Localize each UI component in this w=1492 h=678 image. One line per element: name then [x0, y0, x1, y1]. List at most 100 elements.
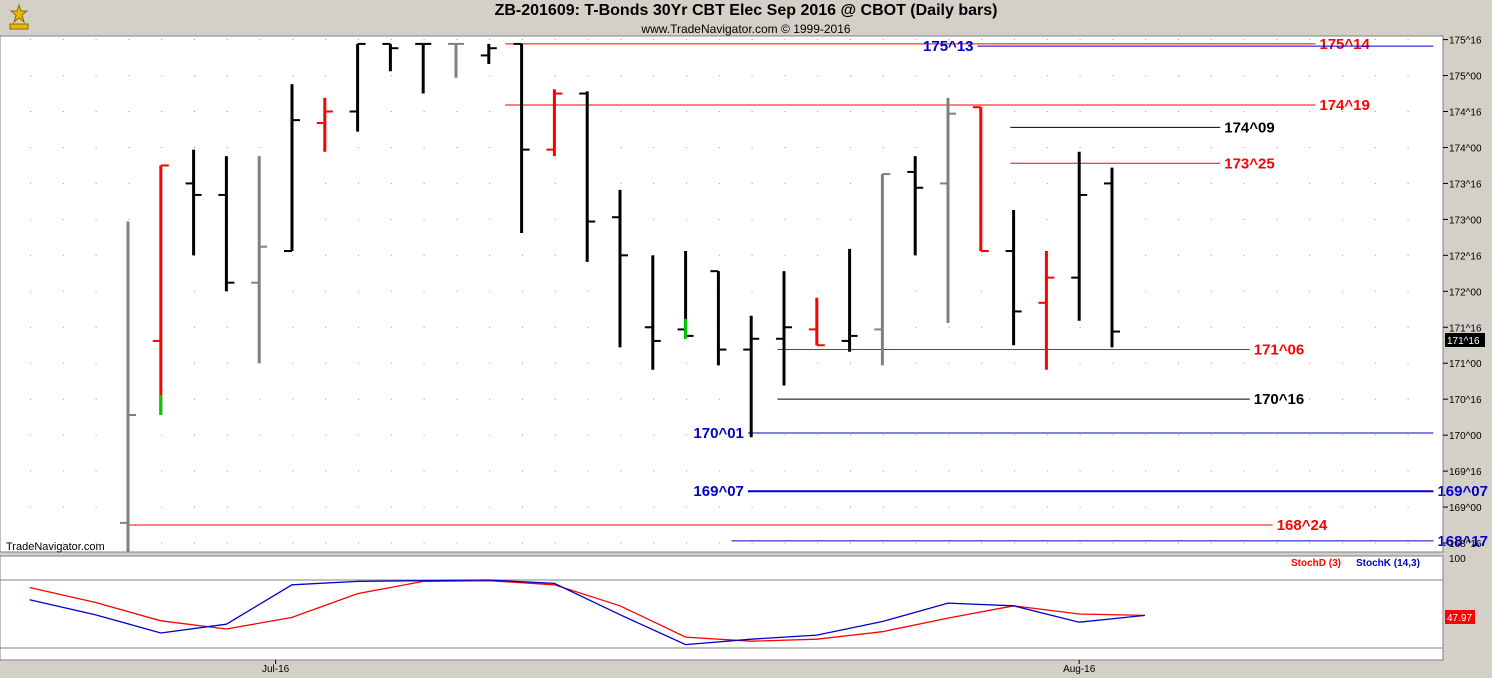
grid-dot: [194, 326, 195, 328]
grid-dot: [1309, 254, 1311, 256]
grid-dot: [1145, 470, 1147, 472]
grid-dot: [1407, 326, 1409, 328]
grid-dot: [686, 218, 687, 220]
grid-dot: [1046, 111, 1048, 112]
grid-dot: [358, 147, 359, 148]
grid-dot: [226, 75, 228, 77]
grid-dot: [850, 218, 851, 220]
ohlc-bar: [349, 42, 366, 132]
grid-dot: [1309, 39, 1311, 41]
grid-dot: [1210, 111, 1212, 112]
grid-dot: [850, 470, 851, 472]
grid-dot: [1342, 218, 1343, 220]
grid-dot: [817, 362, 819, 364]
grid-dot: [1309, 182, 1311, 184]
y-tick-label: 174^16: [1449, 108, 1482, 119]
x-tick-label: Jul-16: [262, 664, 290, 675]
grid-dot: [62, 147, 64, 148]
grid-dot: [981, 75, 983, 77]
grid-dot: [1243, 75, 1245, 77]
grid-dot: [1178, 362, 1179, 364]
grid-dot: [456, 506, 458, 508]
grid-dot: [554, 254, 556, 256]
y-tick-label: 170^00: [1449, 431, 1482, 442]
grid-dot: [1145, 218, 1147, 220]
grid-dot: [1243, 470, 1245, 472]
ohlc-bar: [480, 43, 497, 65]
trade-navigator-logo-icon: [9, 3, 29, 30]
grid-dot: [1210, 326, 1212, 328]
grid-dot: [1276, 362, 1278, 364]
grid-dot: [423, 218, 425, 220]
grid-dot: [1342, 39, 1343, 41]
grid-dot: [1407, 254, 1409, 256]
grid-dot: [1210, 147, 1212, 148]
grid-dot: [1342, 506, 1343, 508]
grid-dot: [686, 75, 687, 77]
grid-dot: [1145, 39, 1147, 41]
grid-dot: [390, 254, 392, 256]
grid-dot: [1342, 362, 1343, 364]
level-label: 170^01: [693, 425, 743, 442]
grid-dot: [1178, 254, 1179, 256]
grid-dot: [292, 326, 294, 328]
ohlc-bar: [677, 251, 694, 339]
grid-dot: [751, 470, 753, 472]
grid-dot: [1112, 111, 1114, 112]
grid-dot: [95, 506, 97, 508]
grid-dot: [1276, 254, 1278, 256]
grid-dot: [1243, 218, 1245, 220]
grid-dot: [1112, 506, 1114, 508]
grid-dot: [1014, 506, 1015, 508]
grid-dot: [620, 506, 622, 508]
grid-dot: [554, 542, 556, 544]
ohlc-bar: [841, 248, 858, 352]
ohlc-bar: [284, 84, 300, 253]
grid-dot: [915, 362, 917, 364]
grid-dot: [226, 111, 228, 112]
grid-dot: [850, 182, 851, 184]
grid-dot: [850, 111, 851, 112]
grid-dot: [554, 182, 556, 184]
grid-dot: [817, 470, 819, 472]
grid-dot: [817, 147, 819, 148]
grid-dot: [325, 398, 327, 400]
grid-dot: [915, 39, 917, 41]
grid-dot: [390, 362, 392, 364]
grid-dot: [620, 362, 622, 364]
y-tick-label: 174^00: [1449, 143, 1482, 154]
grid-dot: [1407, 506, 1409, 508]
grid-dot: [1309, 326, 1311, 328]
grid-dot: [1112, 434, 1114, 436]
grid-dot: [1046, 75, 1048, 77]
grid-dot: [653, 398, 655, 400]
grid-dot: [1276, 147, 1278, 148]
grid-dot: [1309, 542, 1311, 544]
grid-dot: [1178, 111, 1179, 112]
grid-dot: [653, 147, 655, 148]
grid-dot: [1374, 326, 1376, 328]
grid-dot: [161, 434, 163, 436]
grid-dot: [128, 39, 130, 41]
grid-dot: [751, 290, 753, 292]
grid-dot: [1145, 434, 1147, 436]
grid-dot: [489, 147, 491, 148]
grid-dot: [30, 147, 31, 148]
grid-dot: [62, 362, 64, 364]
grid-dot: [718, 434, 720, 436]
y-tick-label: 173^00: [1449, 215, 1482, 226]
grid-dot: [1342, 542, 1343, 544]
grid-dot: [30, 182, 31, 184]
grid-dot: [522, 542, 523, 544]
grid-dot: [1309, 218, 1311, 220]
grid-dot: [226, 398, 228, 400]
grid-dot: [1210, 254, 1212, 256]
grid-dot: [587, 75, 589, 77]
grid-dot: [358, 470, 359, 472]
grid-dot: [1342, 147, 1343, 148]
grid-dot: [751, 111, 753, 112]
ohlc-bar: [152, 164, 169, 415]
grid-dot: [1309, 470, 1311, 472]
grid-dot: [686, 147, 687, 148]
grid-dot: [62, 542, 64, 544]
